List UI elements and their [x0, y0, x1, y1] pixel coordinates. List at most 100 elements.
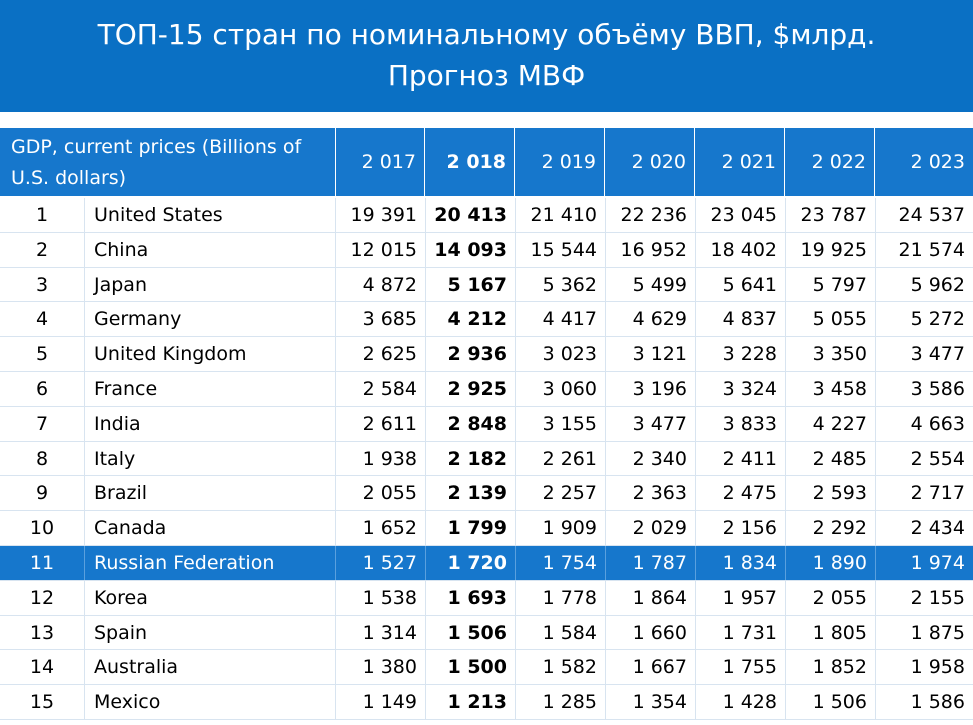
value-cell-col-2022: 23 787 — [785, 198, 875, 232]
value-cell-col-2020: 16 952 — [605, 232, 695, 267]
table-row: 13 Spain 1 314 1 506 1 584 1 660 1 731 1 805 1 8… — [0, 615, 973, 651]
value-cell-col-2021: 2 411 — [695, 441, 785, 476]
value-cell-col-2021: 1 731 — [695, 615, 785, 650]
rank-cell: 1 — [35, 204, 49, 226]
value-cell-col-2022: 2 292 — [785, 511, 875, 546]
value-cell-col-2020: 1 354 — [605, 685, 695, 720]
value-cell-col-2021: 3 228 — [695, 337, 785, 372]
value-cell-col-2021: 18 402 — [695, 232, 785, 267]
value-cell-col-2018: 1 506 — [425, 615, 515, 650]
table-row: 11 Russian Federation 1 527 1 720 1 754 1 787… — [0, 545, 973, 581]
value-cell-col-2017: 2 611 — [335, 406, 425, 441]
table-body: 1 United States 19 391 20 413 21 410 22 236 23… — [0, 198, 973, 720]
value-cell-col-2023: 4 663 — [875, 406, 973, 441]
table-row: 1 United States 19 391 20 413 21 410 22 236 23… — [0, 198, 973, 233]
header-year-col-2018: 2 018 — [425, 128, 515, 196]
value-cell-col-2022: 5 797 — [785, 267, 875, 302]
value-cell-col-2018: 2 848 — [425, 406, 515, 441]
table-row: 9 Brazil 2 055 2 139 2 257 2 363 2 475 2 593 2 7… — [0, 476, 973, 512]
value-cell-col-2017: 1 652 — [335, 511, 425, 546]
value-cell-col-2020: 3 477 — [605, 406, 695, 441]
value-cell-col-2021: 1 957 — [695, 580, 785, 615]
title-line-1: ТОП-15 стран по номинальному объёму ВВП,… — [97, 18, 876, 51]
value-cell-col-2022: 1 805 — [785, 615, 875, 650]
rank-cell: 10 — [29, 517, 55, 540]
table-row: 15 Mexico 1 149 1 213 1 285 1 354 1 428 1 506 1 … — [0, 685, 973, 720]
value-cell-col-2023: 2 554 — [875, 441, 973, 476]
value-cell-col-2023: 2 434 — [875, 511, 973, 546]
value-cell-col-2018: 5 167 — [425, 267, 515, 302]
table-header: GDP, current prices (Billions of U.S. do… — [0, 128, 973, 196]
header-year-col-2020: 2 020 — [605, 128, 695, 196]
value-cell-col-2021: 5 641 — [695, 267, 785, 302]
value-cell-col-2020: 1 660 — [605, 615, 695, 650]
value-cell-col-2019: 4 417 — [515, 302, 605, 337]
rank-cell: 4 — [35, 308, 49, 331]
value-cell-col-2023: 3 586 — [875, 371, 973, 406]
table-row: 7 India 2 611 2 848 3 155 3 477 3 833 4 227 4 66… — [0, 406, 973, 442]
value-cell-col-2021: 2 156 — [695, 511, 785, 546]
value-cell-col-2023: 1 586 — [875, 685, 973, 720]
value-cell-col-2023: 1 958 — [875, 650, 973, 685]
value-cell-col-2022: 3 458 — [785, 371, 875, 406]
value-cell-col-2018: 2 182 — [425, 441, 515, 476]
value-cell-col-2018: 2 936 — [425, 337, 515, 372]
country-cell: Spain — [84, 615, 335, 650]
value-cell-col-2021: 1 428 — [695, 685, 785, 720]
value-cell-col-2017: 4 872 — [335, 267, 425, 302]
country-cell: Italy — [84, 441, 335, 476]
value-cell-col-2020: 2 340 — [605, 441, 695, 476]
value-cell-col-2022: 2 055 — [785, 580, 875, 615]
country-cell: Mexico — [84, 685, 335, 720]
value-cell-col-2019: 1 778 — [515, 580, 605, 615]
value-cell-col-2022: 1 506 — [785, 685, 875, 720]
header-label: GDP, current prices (Billions of U.S. do… — [11, 136, 302, 189]
value-cell-col-2020: 5 499 — [605, 267, 695, 302]
value-cell-col-2018: 4 212 — [425, 302, 515, 337]
country-cell: United Kingdom — [84, 337, 335, 372]
rank-cell: 12 — [29, 586, 55, 609]
country-cell: Russian Federation — [84, 545, 335, 580]
header-year-col-2019: 2 019 — [515, 128, 605, 196]
rank-cell: 13 — [29, 621, 55, 644]
value-cell-col-2020: 1 787 — [605, 545, 695, 580]
header-year-col-2017: 2 017 — [335, 128, 425, 196]
country-cell: Brazil — [84, 476, 335, 511]
value-cell-col-2021: 23 045 — [695, 198, 785, 232]
table-row: 8 Italy 1 938 2 182 2 261 2 340 2 411 2 485 2 55… — [0, 441, 973, 477]
rank-cell: 15 — [29, 691, 55, 714]
value-cell-col-2023: 3 477 — [875, 337, 973, 372]
table-row: 12 Korea 1 538 1 693 1 778 1 864 1 957 2 055 2 1… — [0, 580, 973, 616]
value-cell-col-2020: 4 629 — [605, 302, 695, 337]
value-cell-col-2019: 5 362 — [515, 267, 605, 302]
value-cell-col-2017: 2 625 — [335, 337, 425, 372]
title-separator — [0, 112, 973, 128]
value-cell-col-2023: 1 974 — [875, 545, 973, 580]
value-cell-col-2023: 21 574 — [875, 232, 973, 267]
table-row: 5 United Kingdom 2 625 2 936 3 023 3 121 3 228… — [0, 337, 973, 372]
rank-cell: 2 — [35, 238, 49, 261]
value-cell-col-2023: 5 272 — [875, 302, 973, 337]
value-cell-col-2021: 3 324 — [695, 371, 785, 406]
value-cell-col-2019: 2 257 — [515, 476, 605, 511]
value-cell-col-2018: 2 139 — [425, 476, 515, 511]
value-cell-col-2023: 2 155 — [875, 580, 973, 615]
value-cell-col-2018: 1 213 — [425, 685, 515, 720]
value-cell-col-2022: 2 593 — [785, 476, 875, 511]
value-cell-col-2017: 19 391 — [335, 198, 425, 232]
value-cell-col-2022: 19 925 — [785, 232, 875, 267]
header-label-cell: GDP, current prices (Billions of U.S. do… — [0, 128, 336, 196]
value-cell-col-2020: 22 236 — [605, 198, 695, 232]
rank-cell: 5 — [35, 343, 49, 366]
value-cell-col-2018: 1 500 — [425, 650, 515, 685]
value-cell-col-2017: 1 527 — [335, 545, 425, 580]
value-cell-col-2019: 1 582 — [515, 650, 605, 685]
value-cell-col-2019: 2 261 — [515, 441, 605, 476]
value-cell-col-2017: 1 149 — [335, 685, 425, 720]
value-cell-col-2017: 2 055 — [335, 476, 425, 511]
value-cell-col-2017: 12 015 — [335, 232, 425, 267]
rank-cell: 3 — [35, 273, 49, 296]
title-banner: ТОП-15 стран по номинальному объёму ВВП,… — [0, 0, 973, 112]
value-cell-col-2022: 4 227 — [785, 406, 875, 441]
value-cell-col-2022: 1 890 — [785, 545, 875, 580]
